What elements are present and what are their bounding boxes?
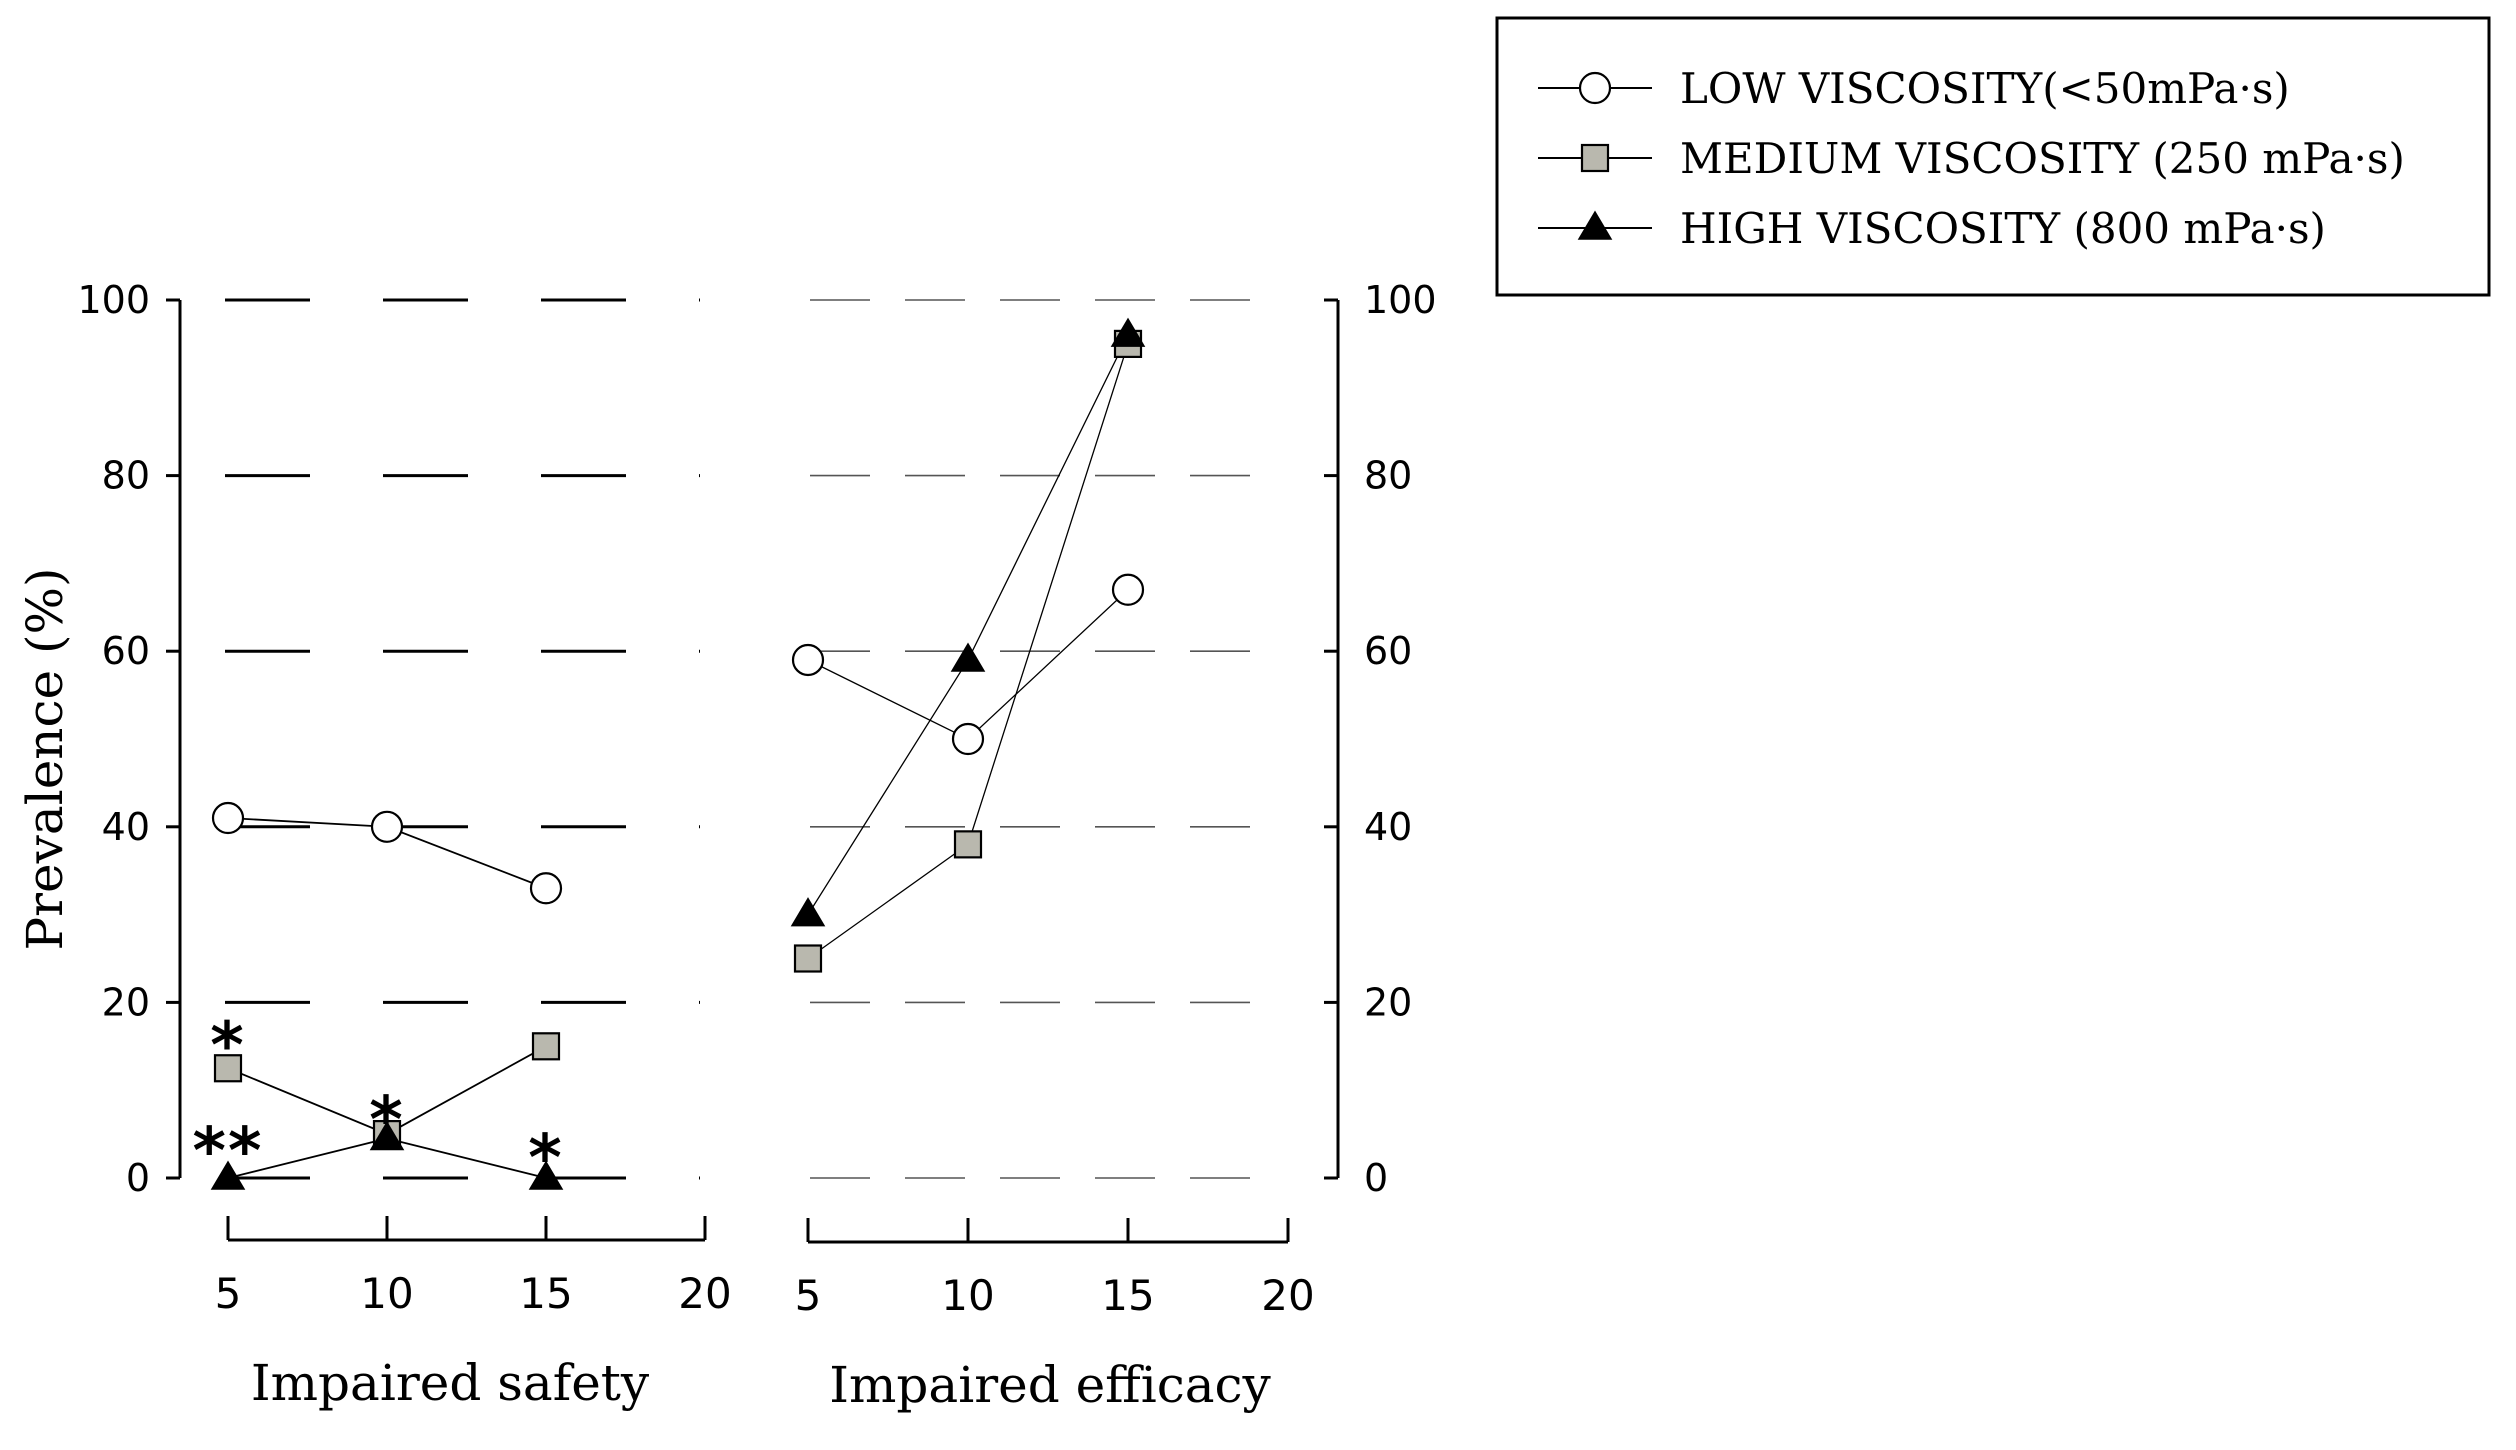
x-tick-label-20: 20 [678, 1269, 731, 1318]
y-tick-label-100: 100 [1364, 278, 1437, 322]
x-tick-label-15: 15 [1101, 1271, 1154, 1320]
y-tick-label-0: 0 [1364, 1156, 1388, 1200]
y-tick-label-60: 60 [102, 629, 150, 673]
data-point-gray-square-x10 [953, 830, 983, 859]
data-point-open-circle-x15 [1111, 573, 1145, 606]
legend: LOW VISCOSITY(<50mPa·s) MEDIUM VISCOSITY … [1495, 16, 2491, 297]
right-panel: 0 20 40 60 80 100 5 10 15 20 Impaired efficacy [790, 278, 1437, 1414]
y-axis-label: Prevalence (%) [16, 568, 74, 951]
legend-marker-open-circle [1578, 71, 1612, 105]
y-tick-label-0: 0 [126, 1156, 150, 1200]
data-point-filled-triangle-x5 [210, 1160, 246, 1190]
annotation-star-0: * [210, 1010, 245, 1084]
y-tick-label-20: 20 [1364, 980, 1412, 1024]
y-tick-label-40: 40 [102, 805, 150, 849]
data-point-open-circle-x15 [529, 872, 563, 905]
annotation-star-2: * [369, 1084, 404, 1158]
data-point-filled-triangle-x15 [528, 1160, 564, 1190]
data-point-gray-square-x15 [531, 1032, 561, 1061]
data-point-gray-square-x5 [213, 1054, 243, 1083]
data-point-open-circle-x10 [370, 810, 404, 843]
x-axis-label: Impaired efficacy [829, 1356, 1271, 1414]
data-point-filled-triangle-x10 [369, 1121, 405, 1151]
data-point-filled-triangle-x10 [950, 642, 986, 672]
legend-marker-filled-triangle [1577, 210, 1613, 240]
x-tick-label-10: 10 [941, 1271, 994, 1320]
y-tick-label-60: 60 [1364, 629, 1412, 673]
legend-label-0: LOW VISCOSITY(<50mPa·s) [1680, 64, 2290, 113]
x-tick-label-20: 20 [1261, 1271, 1314, 1320]
legend-label-1: MEDIUM VISCOSITY (250 mPa·s) [1680, 134, 2405, 183]
legend-marker-gray-square [1580, 143, 1610, 173]
annotation-star-3: * [528, 1122, 563, 1196]
left-panel: 0 20 40 60 80 100 5 10 15 20 Impaired safety Preval… [16, 278, 732, 1412]
data-point-filled-triangle-x15 [1110, 317, 1146, 347]
y-tick-label-20: 20 [102, 980, 150, 1024]
annotation-star-1: ** [193, 1115, 264, 1189]
x-tick-label-15: 15 [519, 1269, 572, 1318]
x-tick-label-10: 10 [360, 1269, 413, 1318]
legend-box [1495, 16, 2491, 297]
y-tick-label-100: 100 [77, 278, 150, 322]
x-tick-label-5: 5 [215, 1269, 242, 1318]
data-point-gray-square-x5 [793, 944, 823, 973]
data-point-open-circle-x5 [211, 801, 245, 835]
data-point-open-circle-x10 [951, 722, 985, 756]
data-point-open-circle-x5 [791, 643, 825, 677]
y-tick-label-80: 80 [1364, 454, 1412, 498]
series-line-filled-triangle [807, 334, 1129, 915]
y-tick-label-40: 40 [1364, 805, 1412, 849]
x-tick-label-5: 5 [795, 1271, 822, 1320]
y-tick-label-80: 80 [102, 454, 150, 498]
x-axis-label: Impaired safety [251, 1354, 650, 1412]
data-point-filled-triangle-x5 [790, 897, 826, 927]
legend-label-2: HIGH VISCOSITY (800 mPa·s) [1680, 204, 2326, 253]
